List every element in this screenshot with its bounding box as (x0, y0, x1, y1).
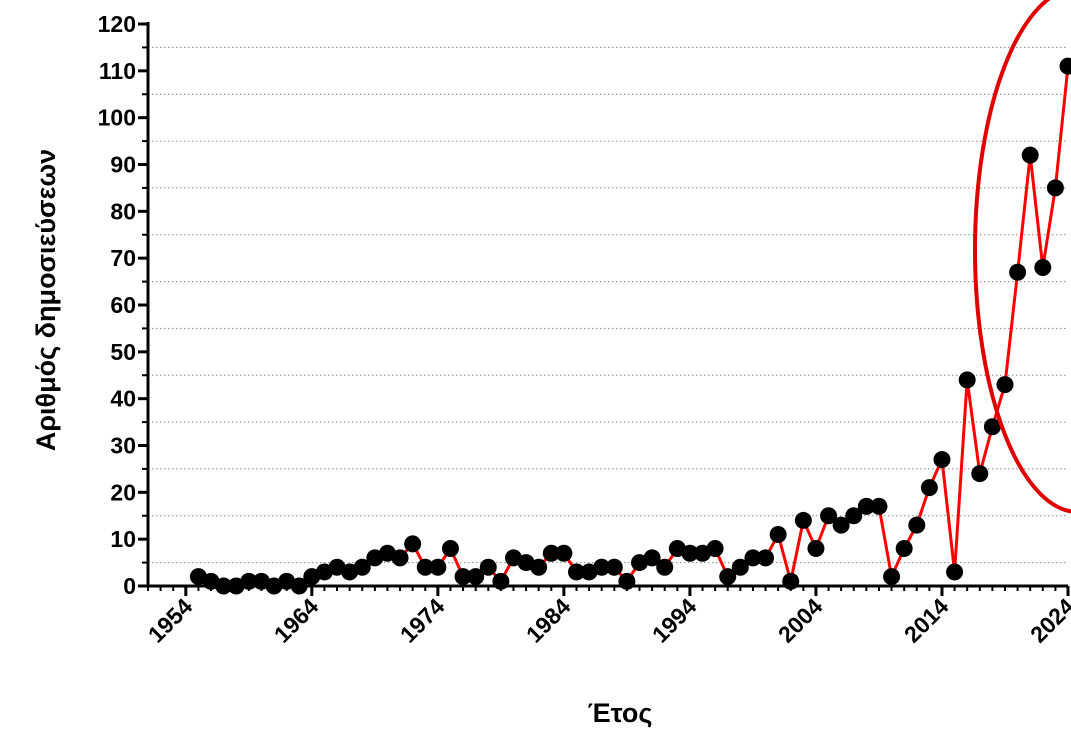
data-point (555, 544, 573, 562)
data-point (567, 563, 585, 581)
data-point (996, 376, 1014, 394)
y-tick-label: 70 (110, 245, 136, 271)
data-point (492, 572, 510, 590)
data-point (681, 544, 699, 562)
data-point (240, 572, 258, 590)
y-tick-label: 20 (110, 479, 136, 505)
x-tick-label: 1964 (269, 593, 324, 648)
data-point (706, 540, 724, 558)
y-tick-label: 120 (98, 11, 136, 37)
y-tick-label: 30 (110, 433, 136, 459)
data-point (719, 568, 737, 586)
data-point (1009, 263, 1027, 281)
x-tick-label: 2024 (1025, 593, 1071, 648)
data-point (920, 479, 938, 497)
data-point (605, 558, 623, 576)
x-tick-label: 2014 (899, 593, 954, 648)
data-point (416, 558, 434, 576)
data-line (197, 65, 1070, 588)
data-point (479, 558, 497, 576)
data-point (744, 549, 762, 567)
data-point (731, 558, 749, 576)
data-point (618, 572, 636, 590)
y-tick-label: 10 (110, 526, 136, 552)
x-tick-label: 1974 (395, 593, 450, 648)
data-point (883, 568, 901, 586)
data-point (946, 563, 964, 581)
y-tick-label: 100 (98, 105, 136, 131)
data-point (983, 418, 1001, 436)
data-point (832, 516, 850, 534)
data-point (542, 544, 560, 562)
data-point (353, 558, 371, 576)
data-point (1021, 146, 1039, 164)
y-tick-label: 50 (110, 339, 136, 365)
data-point (971, 465, 989, 483)
data-point (215, 577, 233, 595)
data-point (845, 507, 863, 525)
x-tick-label: 1994 (647, 593, 702, 648)
y-axis-title: Αριθμός δημοσιεύσεων (31, 149, 61, 451)
data-point (807, 540, 825, 558)
data-point (441, 540, 459, 558)
data-point (757, 549, 775, 567)
data-point (820, 507, 838, 525)
data-point (404, 535, 422, 553)
y-tick-label: 60 (110, 292, 136, 318)
data-point (908, 516, 926, 534)
y-tick-label: 80 (110, 198, 136, 224)
data-point (895, 540, 913, 558)
data-point (391, 549, 409, 567)
data-point (857, 497, 875, 515)
data-point (1034, 259, 1052, 277)
highlight-ellipse (973, 0, 1071, 514)
data-point (454, 568, 472, 586)
data-point (290, 577, 308, 595)
x-tick-label: 1984 (521, 593, 576, 648)
y-tick-label: 0 (123, 573, 136, 599)
data-point (593, 558, 611, 576)
data-point (769, 525, 787, 543)
data-point (1046, 179, 1064, 197)
data-point (870, 497, 888, 515)
data-point (467, 568, 485, 586)
data-point (958, 371, 976, 389)
data-point (794, 511, 812, 529)
y-tick-label: 110 (99, 58, 136, 84)
data-point (429, 558, 447, 576)
data-point (530, 558, 548, 576)
data-point (643, 549, 661, 567)
y-tick-label: 90 (110, 152, 136, 178)
data-point (782, 572, 800, 590)
x-tick-label: 1954 (143, 593, 198, 648)
x-tick-label: 2004 (773, 593, 828, 648)
data-point (656, 558, 674, 576)
x-axis-title: Έτος (588, 698, 653, 728)
y-tick-label: 40 (110, 386, 136, 412)
data-point (933, 451, 951, 469)
data-point (1059, 57, 1071, 75)
